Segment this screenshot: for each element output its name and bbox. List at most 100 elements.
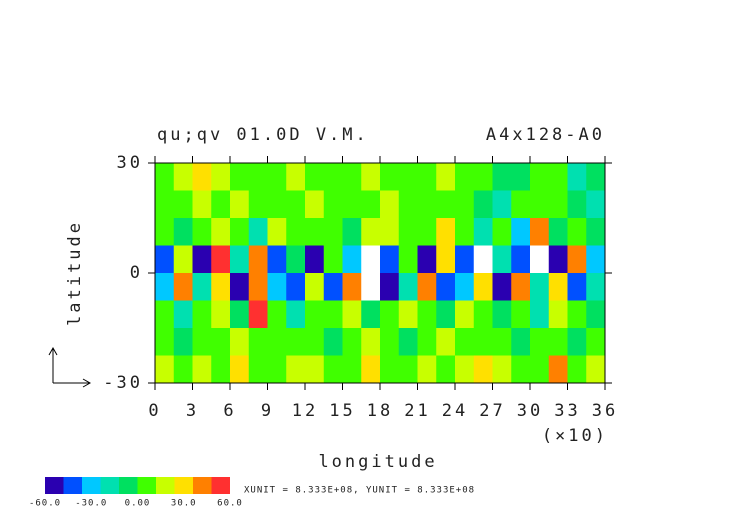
field-cell bbox=[417, 328, 437, 356]
x-tick-label: 27 bbox=[479, 401, 505, 421]
field-cell bbox=[173, 300, 193, 329]
colorbar-swatch bbox=[82, 477, 101, 494]
x-tick-label: 24 bbox=[442, 401, 468, 421]
field-cell bbox=[436, 355, 456, 384]
field-cell bbox=[286, 190, 306, 219]
colorbar-swatch bbox=[193, 477, 212, 494]
field-cell bbox=[173, 218, 193, 246]
field-cell bbox=[417, 300, 437, 329]
field-cell bbox=[305, 218, 325, 246]
field-cell bbox=[248, 190, 268, 219]
field-cell bbox=[492, 355, 512, 384]
field-cell bbox=[323, 328, 343, 356]
colorbar-swatch bbox=[156, 477, 175, 494]
field-cell bbox=[155, 355, 175, 384]
colorbar-swatch bbox=[45, 477, 64, 494]
colorbar-label: 30.0 bbox=[171, 499, 197, 509]
field-cell bbox=[342, 355, 362, 384]
field-cell bbox=[305, 355, 325, 384]
field-cell bbox=[192, 190, 212, 219]
field-cell bbox=[155, 273, 175, 301]
field-cell bbox=[323, 190, 343, 219]
field-cell bbox=[380, 300, 400, 329]
field-cell bbox=[192, 218, 212, 246]
field-cell bbox=[398, 190, 418, 219]
field-cell bbox=[230, 273, 250, 301]
field-cell bbox=[417, 218, 437, 246]
colorbar-swatch bbox=[211, 477, 230, 494]
field-cell bbox=[398, 245, 418, 274]
ref-arrow-up bbox=[48, 346, 58, 383]
field-cell bbox=[230, 218, 250, 246]
field-cell bbox=[586, 190, 606, 219]
field-cell bbox=[173, 273, 193, 301]
field-cell bbox=[267, 273, 287, 301]
field-cell bbox=[473, 328, 493, 356]
field-cell bbox=[492, 245, 512, 274]
field-cell bbox=[380, 355, 400, 384]
field-cell bbox=[267, 245, 287, 274]
x-tick-label: 21 bbox=[404, 401, 430, 421]
field-cell bbox=[436, 245, 456, 274]
field-cell bbox=[286, 328, 306, 356]
field-cell bbox=[155, 190, 175, 219]
field-cell bbox=[173, 163, 193, 191]
field-cell bbox=[398, 300, 418, 329]
x-tick-label: 15 bbox=[329, 401, 355, 421]
x-tick-label: 18 bbox=[367, 401, 393, 421]
field-cell bbox=[286, 163, 306, 191]
field-cell bbox=[248, 328, 268, 356]
field-cell bbox=[567, 245, 587, 274]
field-cell bbox=[548, 300, 568, 329]
field-cell bbox=[230, 300, 250, 329]
field-cell bbox=[511, 190, 531, 219]
field-cell bbox=[323, 300, 343, 329]
field-cell bbox=[492, 218, 512, 246]
field-cell bbox=[192, 245, 212, 274]
field-cell bbox=[548, 218, 568, 246]
field-cell bbox=[286, 355, 306, 384]
field-cell bbox=[530, 300, 550, 329]
colorbar-swatch bbox=[119, 477, 138, 494]
field-cell bbox=[173, 245, 193, 274]
field-cell bbox=[473, 355, 493, 384]
field-cell bbox=[248, 355, 268, 384]
field-cell bbox=[248, 245, 268, 274]
field-cell bbox=[586, 245, 606, 274]
field-cell bbox=[155, 245, 175, 274]
field-cell bbox=[248, 273, 268, 301]
field-cell bbox=[530, 163, 550, 191]
field-cell bbox=[530, 273, 550, 301]
field-cell bbox=[323, 355, 343, 384]
field-cell bbox=[548, 273, 568, 301]
x-tick-label: 36 bbox=[592, 401, 618, 421]
field-cell bbox=[548, 163, 568, 191]
colorbar-swatch bbox=[174, 477, 193, 494]
colorbar-swatch bbox=[63, 477, 82, 494]
x-tick-label: 30 bbox=[517, 401, 543, 421]
field-cell bbox=[286, 245, 306, 274]
chart-title: qu;qv 01.0D V.M. bbox=[157, 125, 369, 145]
field-cell bbox=[567, 163, 587, 191]
field-cell bbox=[548, 245, 568, 274]
colorbar-label: -60.0 bbox=[29, 499, 61, 509]
field-cell bbox=[436, 328, 456, 356]
field-cell bbox=[398, 273, 418, 301]
contour-field bbox=[155, 163, 606, 384]
field-cell bbox=[305, 273, 325, 301]
field-cell bbox=[436, 300, 456, 329]
colorbar-swatch bbox=[137, 477, 156, 494]
field-cell bbox=[248, 218, 268, 246]
field-cell bbox=[211, 245, 231, 274]
field-cell bbox=[567, 273, 587, 301]
field-cell bbox=[455, 163, 475, 191]
field-cell bbox=[286, 273, 306, 301]
field-cell bbox=[530, 218, 550, 246]
field-cell bbox=[511, 328, 531, 356]
field-cell bbox=[511, 218, 531, 246]
field-cell bbox=[230, 163, 250, 191]
x-tick-label: 33 bbox=[554, 401, 580, 421]
field-cell bbox=[436, 218, 456, 246]
field-cell bbox=[267, 355, 287, 384]
